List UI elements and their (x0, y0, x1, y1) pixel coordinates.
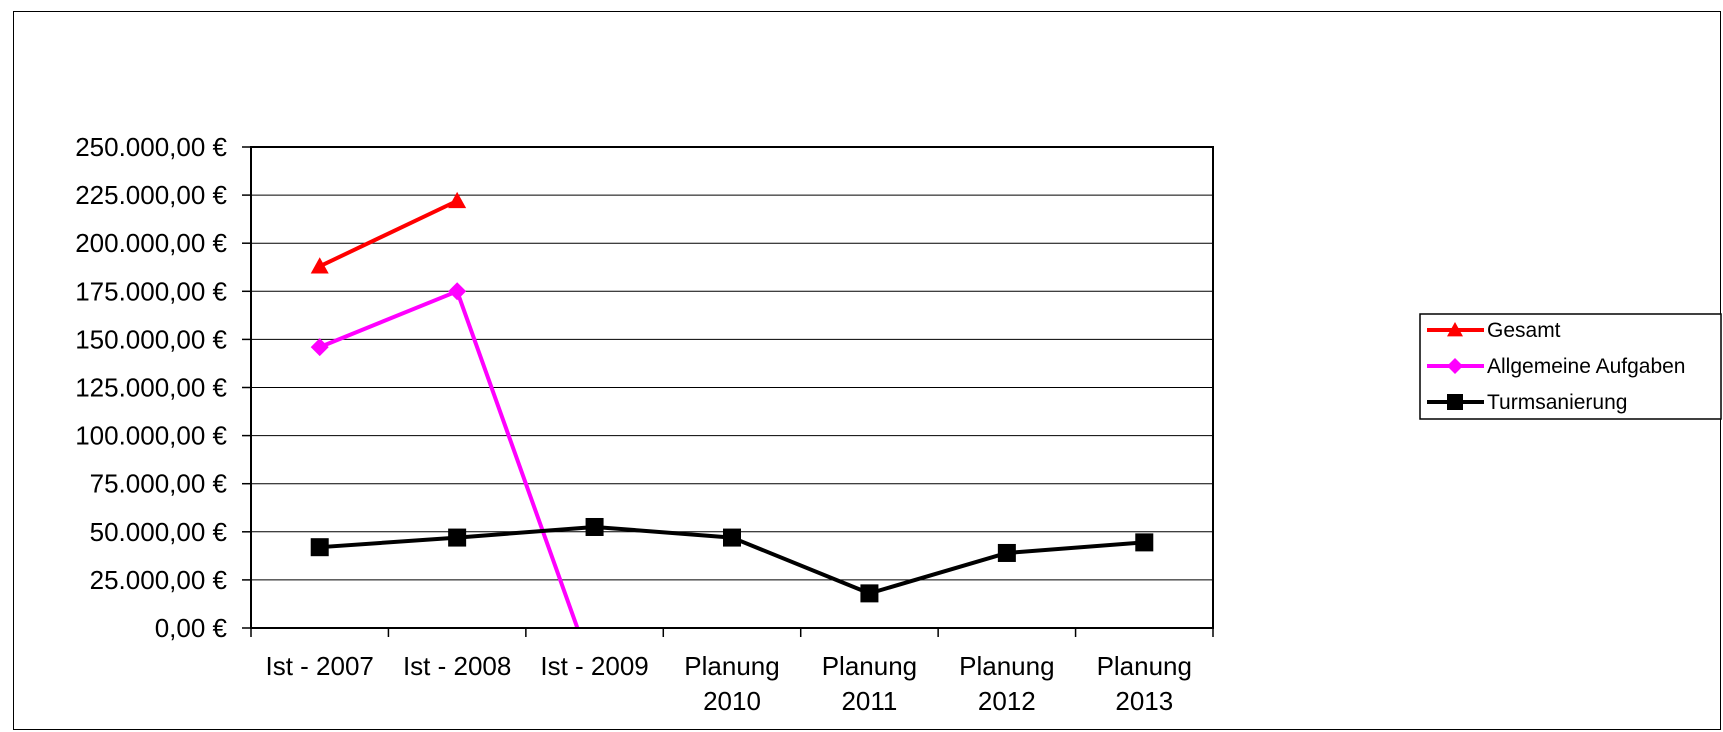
data-point-turmsanierung (310, 538, 329, 557)
y-tick-label: 225.000,00 € (75, 180, 227, 210)
plot-border (250, 146, 1214, 629)
data-point-allgemeine-aufgaben (310, 338, 329, 357)
y-tick-label: 25.000,00 € (90, 565, 228, 595)
y-tick-label: 50.000,00 € (90, 517, 228, 547)
y-axis: 0,00 € 25.000,00 € 50.000,00 € 75.000,00 € 1… (75, 132, 251, 643)
x-tick-label: Planung 2010 (684, 651, 779, 716)
data-point-turmsanierung (585, 517, 604, 536)
data-point-turmsanierung (860, 584, 879, 603)
legend: Gesamt Allgemeine Aufgaben Turmsanierung (1419, 313, 1722, 420)
data-point-allgemeine-aufgaben (448, 282, 467, 301)
legend-marker-gesamt (1447, 322, 1463, 337)
series-line-gesamt (318, 199, 459, 269)
legend-marker-turmsanierung (1447, 394, 1463, 410)
marker-layer (310, 191, 1154, 603)
x-tick-label: Ist - 2007 (266, 651, 374, 681)
y-tick-label: 150.000,00 € (75, 324, 227, 354)
legend-label-turmsanierung: Turmsanierung (1487, 391, 1627, 414)
y-tick-label: 75.000,00 € (90, 469, 228, 499)
x-tick-label: Ist - 2009 (540, 651, 648, 681)
data-point-gesamt (448, 191, 467, 209)
y-tick-label: 125.000,00 € (75, 373, 227, 403)
x-axis: Ist - 2007 Ist - 2008 Ist - 2009 Planung 201… (250, 628, 1214, 716)
legend-label-allgemeine-aufgaben: Allgemeine Aufgaben (1487, 355, 1686, 378)
y-tick-label: 175.000,00 € (75, 276, 227, 306)
y-tick-label: 100.000,00 € (75, 421, 227, 451)
x-tick-label: Planung 2012 (959, 651, 1054, 716)
legend-label-gesamt: Gesamt (1487, 319, 1561, 342)
data-point-gesamt (310, 257, 329, 274)
legend-marker-allgemeine-aufgaben (1447, 358, 1463, 374)
y-tick-label: 200.000,00 € (75, 228, 227, 258)
gridlines (251, 194, 1213, 581)
data-point-turmsanierung (997, 543, 1016, 562)
x-tick-label: Ist - 2008 (403, 651, 511, 681)
y-tick-label: 250.000,00 € (75, 132, 227, 162)
y-tick-label: 0,00 € (155, 613, 228, 643)
data-point-turmsanierung (723, 528, 741, 547)
x-tick-label: Planung 2013 (1097, 651, 1192, 716)
data-point-turmsanierung (448, 528, 467, 547)
x-tick-label: Planung 2011 (822, 651, 917, 716)
data-point-turmsanierung (1135, 533, 1154, 552)
